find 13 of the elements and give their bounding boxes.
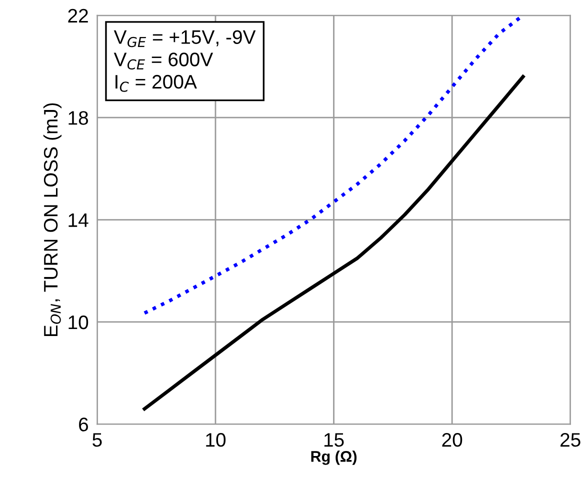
x-tick-label: 15	[324, 433, 344, 447]
y-tick-label: 18	[68, 111, 88, 125]
x-axis-title: Rg (Ω)	[311, 450, 357, 465]
y-axis-title: E$_{ON}$, TURN ON LOSS (mJ)	[43, 103, 62, 336]
text: V$_{GE}$ = +15V, -9V V$_{CE}$ = 600V I$_{C}$ = 200A	[114, 30, 256, 92]
y-tick-label: 22	[68, 8, 88, 22]
y-tick-label: 10	[68, 315, 88, 330]
y-tick-label: 6	[79, 418, 88, 432]
y-tick-label: 14	[68, 213, 88, 227]
x-tick-label: 25	[560, 433, 580, 447]
x-tick-label: 5	[92, 433, 102, 447]
x-tick-label: 10	[206, 433, 226, 447]
x-tick-label: 20	[442, 433, 462, 447]
